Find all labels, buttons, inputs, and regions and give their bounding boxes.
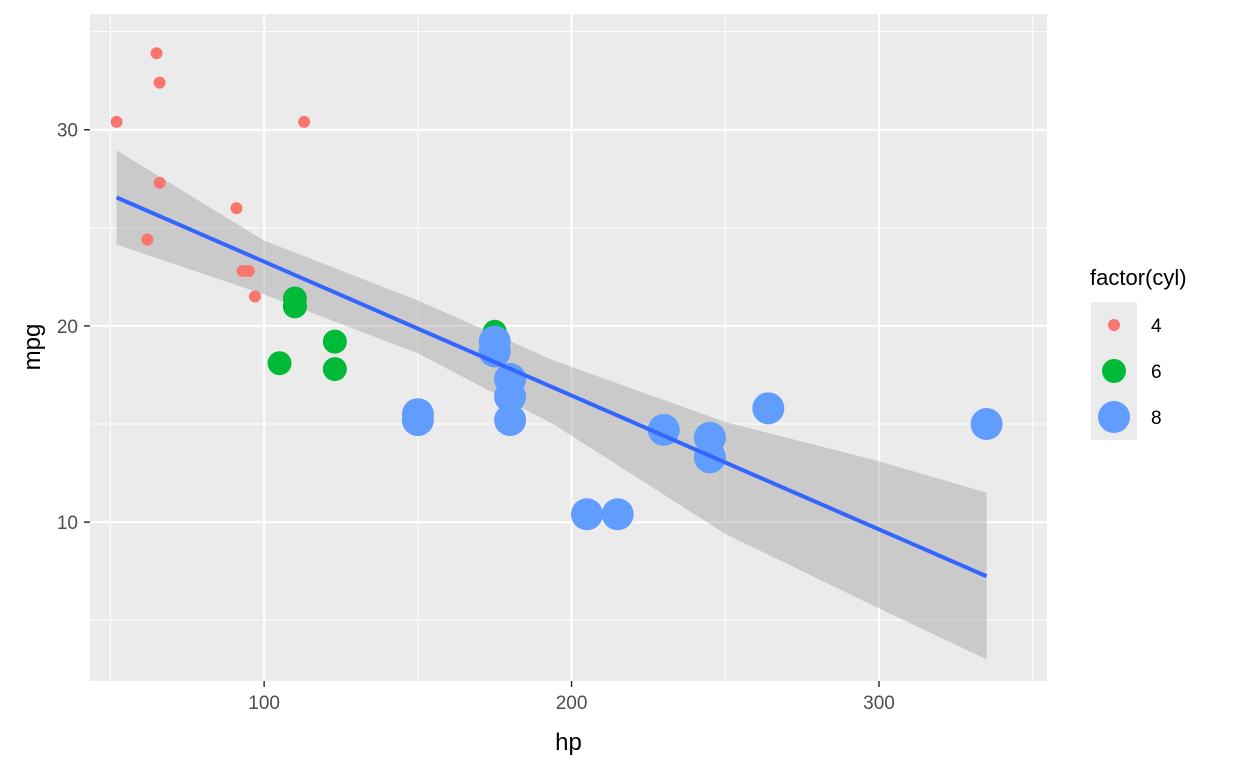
legend-label-cyl-4: 4	[1151, 316, 1162, 337]
data-point-cyl-4	[141, 233, 154, 246]
data-point-cyl-4	[150, 47, 163, 60]
data-point-cyl-8	[601, 498, 634, 531]
x-tick-label: 200	[556, 693, 588, 714]
legend-label-cyl-8: 8	[1151, 408, 1162, 429]
y-axis-title: mpg	[19, 324, 46, 371]
data-point-cyl-4	[298, 115, 311, 128]
legend: factor(cyl) 4 6 8	[1090, 265, 1187, 440]
y-tick-label: 20	[57, 317, 78, 338]
data-point-cyl-4	[242, 264, 255, 277]
data-point-cyl-8	[478, 325, 511, 358]
data-point-cyl-4	[153, 76, 166, 89]
x-axis: 100 200 300	[248, 681, 895, 714]
data-point-cyl-8	[970, 408, 1003, 441]
grid-lines	[90, 14, 1047, 681]
legend-key-cyl-6	[1102, 359, 1126, 383]
y-axis: 10 20 30	[57, 121, 90, 534]
data-point-cyl-6	[282, 286, 307, 311]
x-tick-label: 100	[248, 693, 280, 714]
legend-key-cyl-8	[1098, 401, 1130, 433]
data-point-cyl-4	[230, 202, 243, 215]
data-point-cyl-4	[153, 176, 166, 189]
data-point-cyl-8	[401, 404, 434, 437]
x-tick-label: 300	[863, 693, 895, 714]
data-point-cyl-4	[248, 290, 261, 303]
data-point-cyl-6	[322, 357, 347, 382]
legend-key-cyl-4	[1108, 319, 1120, 331]
confidence-band-layer	[116, 150, 987, 660]
legend-label-cyl-6: 6	[1151, 362, 1162, 383]
data-point-cyl-8	[494, 404, 527, 437]
fit-line-layer	[115, 195, 988, 579]
y-tick-label: 10	[57, 513, 78, 534]
points-layer	[110, 47, 1003, 531]
fit-line	[115, 195, 988, 579]
data-point-cyl-6	[322, 329, 347, 354]
plot-panel	[90, 14, 1047, 681]
data-point-cyl-8	[570, 498, 603, 531]
confidence-band	[116, 150, 987, 660]
legend-title: factor(cyl)	[1090, 265, 1187, 290]
data-point-cyl-4	[110, 115, 123, 128]
data-point-cyl-6	[267, 351, 292, 376]
y-tick-label: 30	[57, 121, 78, 142]
data-point-cyl-8	[752, 392, 785, 425]
x-axis-title: hp	[555, 729, 582, 756]
